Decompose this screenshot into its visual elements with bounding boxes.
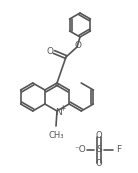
Text: CH₃: CH₃	[48, 131, 64, 140]
Text: F: F	[116, 145, 122, 154]
Text: O: O	[47, 47, 54, 56]
Text: O: O	[96, 160, 102, 169]
Text: +: +	[59, 104, 66, 113]
Text: O: O	[96, 131, 102, 140]
Text: N: N	[55, 108, 61, 117]
Text: ⁻O: ⁻O	[74, 145, 86, 154]
Text: O: O	[75, 42, 82, 51]
Text: S: S	[96, 145, 102, 154]
